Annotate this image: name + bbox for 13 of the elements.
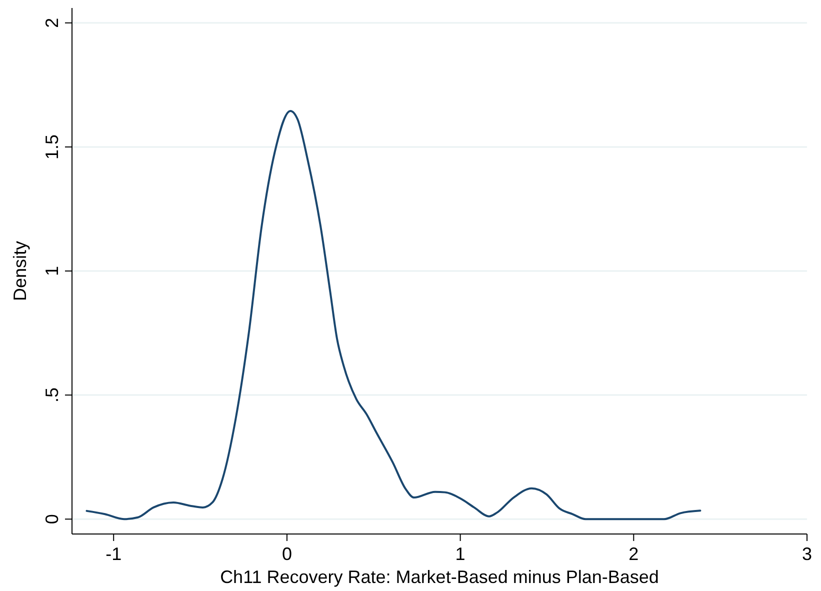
y-tick-label: 1.5 <box>42 134 62 160</box>
x-tick-label: 2 <box>628 544 639 564</box>
y-axis-title: Density <box>10 240 30 302</box>
line-series <box>86 110 702 520</box>
y-tick-label: 0 <box>42 514 62 524</box>
y-tick-label: 2 <box>42 18 62 28</box>
y-tick-label: .5 <box>42 388 62 403</box>
y-tick-label: 1 <box>42 266 62 276</box>
x-tick-label: 3 <box>802 544 812 564</box>
x-axis-title: Ch11 Recovery Rate: Market-Based minus Plan-Based <box>220 567 659 587</box>
x-tick-label: -1 <box>106 544 122 564</box>
x-tick-label: 1 <box>455 544 466 564</box>
x-tick-label: 0 <box>282 544 292 564</box>
